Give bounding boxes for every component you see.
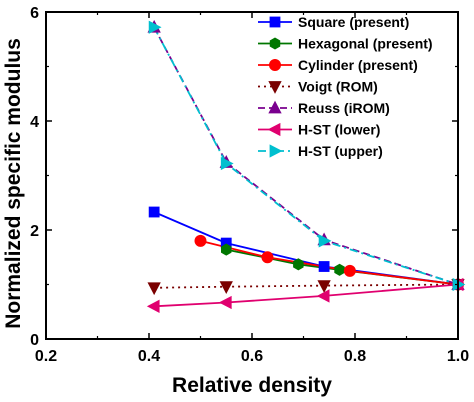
data-point-6-0: [148, 20, 162, 34]
data-point-2-0: [194, 234, 207, 247]
data-point-3-0: [147, 282, 161, 296]
x-tick-label: 1.0: [447, 348, 469, 365]
series-line-0: [153, 211, 459, 286]
data-point-3-1: [219, 281, 233, 295]
x-tick-label: 0.2: [35, 348, 57, 365]
legend-label-2: Cylinder (present): [298, 57, 418, 73]
y-tick-label: 6: [30, 5, 39, 22]
data-point-2-2: [343, 264, 356, 277]
legend-marker-1: [269, 37, 281, 50]
y-tick-label: 2: [30, 223, 39, 240]
x-tick-label: 0.4: [138, 348, 160, 365]
data-point-0-0: [148, 206, 160, 218]
y-axis-title: Normalized specific modulus: [2, 38, 25, 329]
series-line-3: [154, 283, 459, 289]
legend-marker-2: [268, 59, 281, 72]
series-line-5: [154, 283, 459, 308]
data-point-6-2: [318, 234, 332, 248]
x-tick-label: 0.6: [241, 348, 263, 365]
legend: Square (present) Hexagonal (present) Cylin…: [258, 14, 433, 159]
legend-label-4: Reuss (iROM): [298, 100, 390, 116]
data-point-1-2: [334, 263, 345, 276]
y-tick-label: 4: [30, 114, 39, 131]
data-point-0-2: [318, 261, 330, 272]
x-tick-label: 0.8: [344, 348, 366, 365]
legend-marker-4: [268, 100, 282, 114]
legend-label-1: Hexagonal (present): [298, 36, 433, 52]
legend-marker-0: [269, 16, 281, 28]
data-point-2-1: [261, 251, 274, 264]
series-line-6: [153, 26, 459, 286]
data-point-5-0: [146, 299, 160, 313]
data-point-1-1: [293, 258, 304, 271]
legend-marker-6: [269, 144, 283, 158]
data-point-5-2: [316, 289, 330, 303]
series-line-2: [200, 240, 459, 286]
series-line-4: [153, 26, 459, 286]
y-tick-label: 0: [30, 332, 39, 349]
legend-marker-5: [267, 122, 281, 137]
legend-label-0: Square (present): [298, 14, 409, 30]
legend-label-3: Voigt (ROM): [298, 79, 378, 95]
data-point-3-2: [317, 280, 331, 293]
data-point-1-0: [221, 243, 232, 256]
legend-label-6: H-ST (upper): [298, 143, 383, 159]
legend-marker-3: [268, 81, 282, 94]
x-axis-title: Relative density: [172, 374, 332, 397]
data-point-6-1: [220, 156, 234, 171]
axis-ticks: [45, 11, 459, 340]
tick-labels: 0.2 0.4 0.6 0.8 1.0 0 2 4 6: [30, 5, 469, 365]
data-point-5-1: [218, 295, 232, 310]
legend-label-5: H-ST (lower): [298, 122, 380, 138]
